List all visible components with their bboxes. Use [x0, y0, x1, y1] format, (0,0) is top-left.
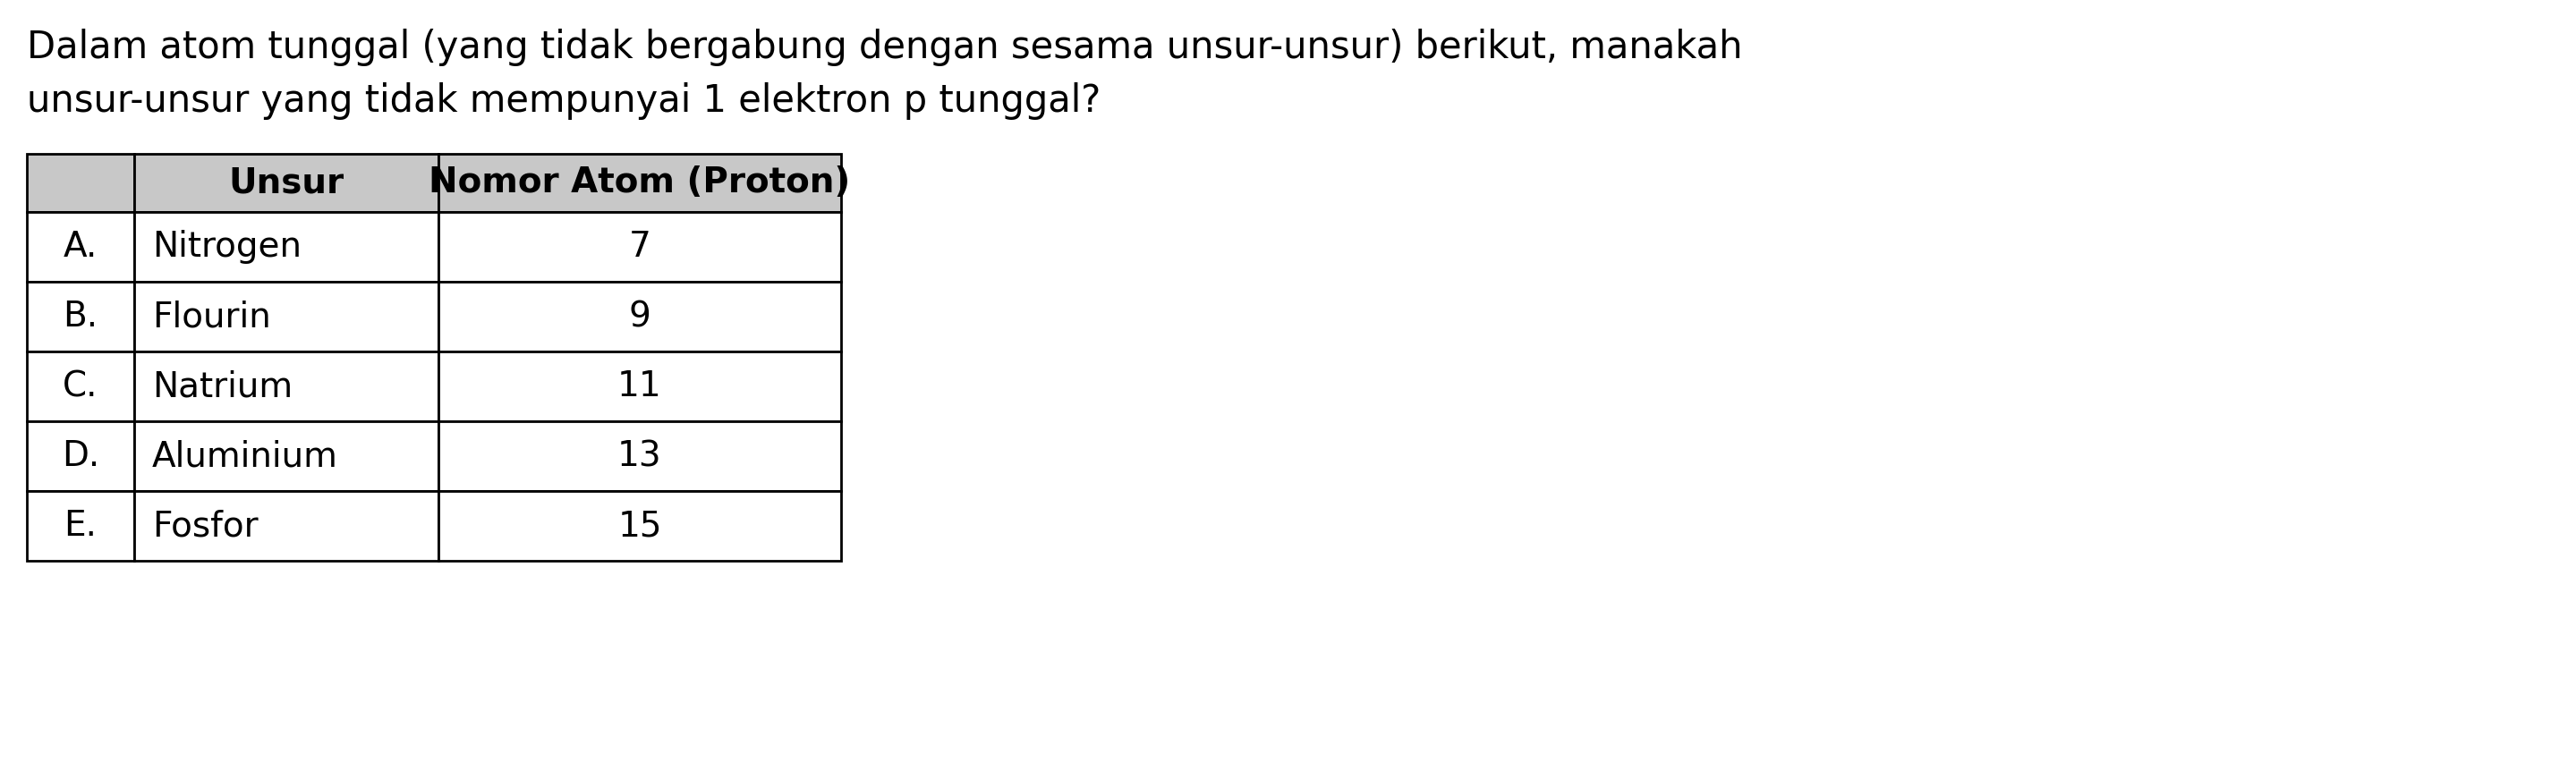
Text: 11: 11: [618, 370, 662, 403]
Bar: [134, 491, 438, 561]
Text: Flourin: Flourin: [152, 299, 270, 334]
Bar: [438, 282, 842, 351]
Bar: [26, 212, 134, 282]
Text: Dalam atom tunggal (yang tidak bergabung dengan sesama unsur-unsur) berikut, man: Dalam atom tunggal (yang tidak bergabung…: [26, 29, 1741, 66]
Bar: [438, 212, 842, 282]
Text: Fosfor: Fosfor: [152, 509, 258, 543]
Bar: [438, 351, 842, 421]
Text: E.: E.: [64, 509, 98, 543]
Bar: [438, 154, 842, 212]
Text: Unsur: Unsur: [229, 166, 345, 200]
Bar: [26, 351, 134, 421]
Text: A.: A.: [64, 230, 98, 264]
Text: Nitrogen: Nitrogen: [152, 230, 301, 264]
Bar: [26, 421, 134, 491]
Bar: [26, 154, 134, 212]
Text: 9: 9: [629, 299, 652, 334]
Text: 7: 7: [629, 230, 652, 264]
Text: D.: D.: [62, 439, 100, 473]
Bar: [438, 421, 842, 491]
Bar: [26, 282, 134, 351]
Bar: [134, 154, 438, 212]
Bar: [134, 212, 438, 282]
Text: 15: 15: [618, 509, 662, 543]
Text: Nomor Atom (Proton): Nomor Atom (Proton): [430, 166, 850, 200]
Text: Natrium: Natrium: [152, 370, 294, 403]
Text: C.: C.: [62, 370, 98, 403]
Bar: [134, 351, 438, 421]
Bar: [26, 491, 134, 561]
Bar: [134, 282, 438, 351]
Text: B.: B.: [62, 299, 98, 334]
Text: unsur-unsur yang tidak mempunyai 1 elektron p tunggal?: unsur-unsur yang tidak mempunyai 1 elekt…: [26, 82, 1100, 120]
Text: 13: 13: [618, 439, 662, 473]
Bar: [134, 421, 438, 491]
Text: Aluminium: Aluminium: [152, 439, 337, 473]
Bar: [438, 491, 842, 561]
